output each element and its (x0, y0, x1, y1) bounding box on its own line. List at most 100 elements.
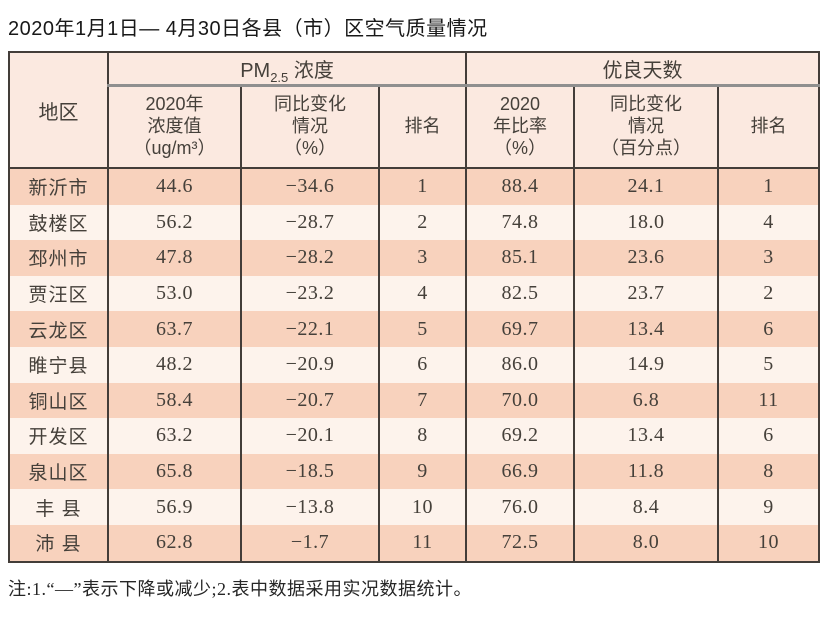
col-header-pm-rank: 排名 (377, 85, 468, 169)
pm-rank-cell: 3 (377, 240, 468, 276)
good-rank-cell: 11 (717, 382, 821, 419)
pm-rank-cell: 6 (377, 346, 468, 383)
col-header-pm-value: 2020年 浓度值 （ug/m³） (107, 85, 242, 169)
good-rate-cell: 66.9 (465, 453, 576, 490)
pm-rank-cell: 8 (377, 418, 468, 454)
col-header-good-change: 同比变化 情况 （百分点） (573, 85, 720, 169)
pm-value-cell: 56.2 (107, 204, 242, 241)
region-cell: 铜山区 (8, 382, 109, 419)
good-rate-cell: 86.0 (465, 346, 576, 383)
pm-rank-cell: 5 (377, 311, 468, 347)
good-change-cell: 23.6 (573, 240, 720, 276)
pm-change-cell: −20.9 (240, 346, 380, 383)
table-row: 睢宁县 48.2 −20.9 6 86.0 14.9 5 (8, 346, 821, 383)
table-row: 鼓楼区 56.2 −28.7 2 74.8 18.0 4 (8, 204, 821, 241)
good-rank-cell: 9 (717, 489, 821, 525)
good-rank-cell: 3 (717, 240, 821, 276)
table-row: 云龙区 63.7 −22.1 5 69.7 13.4 6 (8, 311, 821, 347)
table-row: 邳州市 47.8 −28.2 3 85.1 23.6 3 (8, 240, 821, 276)
pm-rank-cell: 4 (377, 275, 468, 312)
col-header-pm-change: 同比变化 情况 （%） (240, 85, 380, 169)
good-change-cell: 8.4 (573, 489, 720, 525)
good-rate-cell: 85.1 (465, 240, 576, 276)
good-rank-cell: 8 (717, 453, 821, 490)
pm-value-cell: 48.2 (107, 346, 242, 383)
group-header-good-days: 优良天数 (465, 52, 821, 87)
pm-change-cell: −20.1 (240, 418, 380, 454)
col-header-good-rate: 2020 年比率 （%） (465, 85, 576, 169)
pm-value-cell: 44.6 (107, 168, 242, 205)
region-cell: 沛 县 (8, 524, 109, 562)
good-change-cell: 24.1 (573, 168, 720, 205)
pm-rank-cell: 7 (377, 382, 468, 419)
pm-change-cell: −28.2 (240, 240, 380, 276)
good-change-cell: 8.0 (573, 524, 720, 562)
region-cell: 贾汪区 (8, 275, 109, 312)
pm-value-cell: 62.8 (107, 524, 242, 562)
good-rank-cell: 10 (717, 524, 821, 562)
region-cell: 云龙区 (8, 311, 109, 347)
pm-change-cell: −18.5 (240, 453, 380, 490)
table-row: 新沂市 44.6 −34.6 1 88.4 24.1 1 (8, 168, 821, 205)
pm-value-cell: 65.8 (107, 453, 242, 490)
col-header-region: 地区 (8, 52, 109, 169)
good-rank-cell: 2 (717, 275, 821, 312)
good-rate-cell: 74.8 (465, 204, 576, 241)
pm-value-cell: 53.0 (107, 275, 242, 312)
pm-rank-cell: 9 (377, 453, 468, 490)
pm-rank-cell: 1 (377, 168, 468, 205)
pm-value-cell: 58.4 (107, 382, 242, 419)
pm-value-cell: 56.9 (107, 489, 242, 525)
region-cell: 鼓楼区 (8, 204, 109, 241)
pm-change-cell: −20.7 (240, 382, 380, 419)
page-title: 2020年1月1日— 4月30日各县（市）区空气质量情况 (8, 18, 488, 40)
good-rate-cell: 69.7 (465, 311, 576, 347)
pm-change-cell: −13.8 (240, 489, 380, 525)
col-header-good-rank: 排名 (717, 85, 821, 169)
table-row: 铜山区 58.4 −20.7 7 70.0 6.8 11 (8, 382, 821, 419)
pm-value-cell: 63.2 (107, 418, 242, 454)
table-row: 丰 县 56.9 −13.8 10 76.0 8.4 9 (8, 489, 821, 525)
region-cell: 邳州市 (8, 240, 109, 276)
pm-value-cell: 63.7 (107, 311, 242, 347)
pm-change-cell: −22.1 (240, 311, 380, 347)
good-rank-cell: 5 (717, 346, 821, 383)
good-rate-cell: 88.4 (465, 168, 576, 205)
pm-change-cell: −1.7 (240, 524, 380, 562)
pm-change-cell: −28.7 (240, 204, 380, 241)
table-row: 泉山区 65.8 −18.5 9 66.9 11.8 8 (8, 453, 821, 490)
table-row: 开发区 63.2 −20.1 8 69.2 13.4 6 (8, 418, 821, 454)
pm-change-cell: −34.6 (240, 168, 380, 205)
good-rate-cell: 76.0 (465, 489, 576, 525)
good-change-cell: 11.8 (573, 453, 720, 490)
good-rank-cell: 6 (717, 311, 821, 347)
good-change-cell: 14.9 (573, 346, 720, 383)
table-row: 沛 县 62.8 −1.7 11 72.5 8.0 10 (8, 524, 821, 562)
good-rate-cell: 70.0 (465, 382, 576, 419)
region-cell: 新沂市 (8, 168, 109, 205)
good-change-cell: 6.8 (573, 382, 720, 419)
group-header-pm25: PM2.5 浓度 (106, 52, 468, 87)
region-cell: 泉山区 (8, 453, 109, 490)
footnote: 注:1.“—”表示下降或减少;2.表中数据采用实况数据统计。 (8, 578, 472, 599)
pm25-label: PM2.5 浓度 (240, 60, 334, 85)
region-cell: 丰 县 (8, 489, 109, 525)
pm-rank-cell: 11 (377, 524, 468, 562)
good-rank-cell: 6 (717, 418, 821, 454)
region-cell: 睢宁县 (8, 346, 109, 383)
pm-value-cell: 47.8 (107, 240, 242, 276)
pm-rank-cell: 10 (377, 489, 468, 525)
region-cell: 开发区 (8, 418, 109, 454)
good-rate-cell: 72.5 (465, 524, 576, 562)
good-rank-cell: 4 (717, 204, 821, 241)
good-rate-cell: 69.2 (465, 418, 576, 454)
good-change-cell: 13.4 (573, 418, 720, 454)
good-change-cell: 13.4 (573, 311, 720, 347)
air-quality-table: 地区 PM2.5 浓度 优良天数 2020年 浓度值 （ug/m³） 同比变化 … (8, 51, 821, 563)
good-change-cell: 23.7 (573, 275, 720, 312)
pm-change-cell: −23.2 (240, 275, 380, 312)
good-rate-cell: 82.5 (465, 275, 576, 312)
table-row: 贾汪区 53.0 −23.2 4 82.5 23.7 2 (8, 275, 821, 312)
good-rank-cell: 1 (717, 168, 821, 205)
